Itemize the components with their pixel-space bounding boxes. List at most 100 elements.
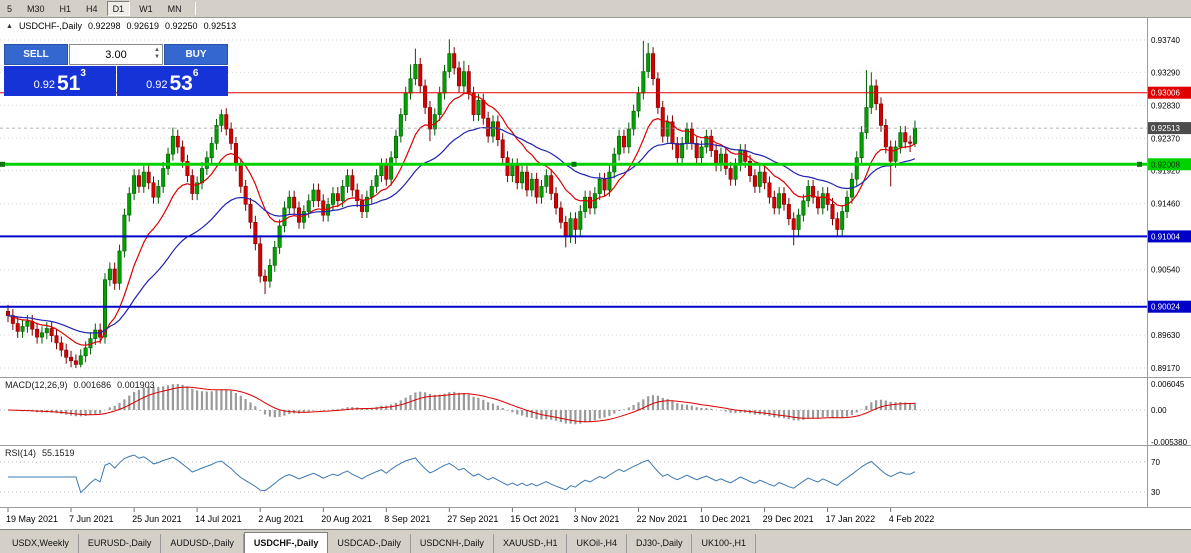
chart-high-value: 0.92619	[126, 21, 160, 31]
chart-tab-audusd-daily[interactable]: AUDUSD-,Daily	[161, 534, 244, 553]
candle-body	[316, 189, 321, 202]
candle-body	[248, 204, 253, 223]
macd-indicator-label: MACD(12,26,9) 0.001686 0.001903	[5, 380, 155, 390]
chart-tab-usdcad-daily[interactable]: USDCAD-,Daily	[328, 534, 411, 553]
date-label: 25 Jun 2021	[132, 514, 182, 524]
candle-body	[224, 114, 229, 130]
date-label: 4 Feb 2022	[889, 514, 935, 524]
candle-body	[767, 182, 772, 198]
candle-body	[195, 182, 200, 194]
trade-prices-row: 0.92 51 3 0.92 53 6	[4, 66, 228, 96]
ask-price-display[interactable]: 0.92 53 6	[116, 66, 228, 96]
volume-input[interactable]: 3.00 ▲ ▼	[69, 44, 163, 65]
candle-body	[903, 132, 908, 143]
rsi-line	[8, 454, 916, 494]
sell-button[interactable]: SELL	[4, 44, 68, 65]
candle-body	[93, 329, 98, 339]
candle-body	[393, 135, 398, 158]
candle-body	[267, 265, 272, 282]
candle-body	[59, 342, 64, 351]
candle-body	[384, 164, 389, 180]
candle-body	[292, 196, 297, 209]
candle-body	[340, 186, 345, 202]
candle-body	[675, 143, 680, 159]
spinner-up-icon[interactable]: ▲	[154, 47, 160, 53]
date-label: 2 Aug 2021	[258, 514, 304, 524]
candle-body	[103, 279, 108, 338]
current-price-badge-label: 0.92513	[1151, 124, 1180, 133]
candle-body	[651, 53, 656, 79]
chart-tab-usdx-weekly[interactable]: USDX,Weekly	[3, 534, 79, 553]
price-scale-label: 0.93740	[1151, 36, 1180, 45]
timeframe-button-5[interactable]: 5	[1, 1, 18, 16]
candle-body	[423, 85, 428, 108]
candle-body	[146, 171, 151, 184]
macd-scale-label: 0.006045	[1151, 380, 1185, 389]
volume-value: 3.00	[105, 48, 127, 61]
ask-price-major: 0.92	[146, 79, 168, 91]
price-level-badge	[1148, 86, 1191, 99]
chart-tab-ukoil-h4[interactable]: UKOil-,H4	[567, 534, 627, 553]
date-label: 27 Sep 2021	[447, 514, 498, 524]
candle-body	[175, 135, 180, 148]
price-level-badge	[1148, 158, 1191, 171]
candle-body	[869, 85, 874, 108]
volume-spinner[interactable]: ▲ ▼	[154, 47, 160, 61]
bid-price-major: 0.92	[33, 79, 55, 91]
candle-body	[520, 171, 525, 184]
chart-tab-usdcnh-daily[interactable]: USDCNH-,Daily	[411, 534, 494, 553]
candle-body	[112, 268, 117, 284]
macd-scale-label: 0.00	[1151, 406, 1167, 415]
rsi-indicator-label: RSI(14) 55.1519	[5, 448, 75, 458]
candle-body	[854, 157, 859, 180]
level-line-handle[interactable]	[1137, 161, 1142, 167]
candle-body	[524, 171, 529, 191]
chart-area: 0.93740 0.93290 0.92830 0.92370 0.91920 0.914…	[0, 18, 1191, 529]
candle-body	[132, 175, 137, 194]
candle-body	[6, 310, 11, 316]
chart-tab-uk100-h1[interactable]: UK100-,H1	[692, 534, 757, 553]
chart-tab-dj30-daily[interactable]: DJ30-,Daily	[627, 534, 693, 553]
candle-body	[151, 182, 156, 198]
candle-body	[306, 200, 311, 212]
date-label: 17 Jan 2022	[826, 514, 876, 524]
candle-body	[39, 332, 44, 338]
chart-tab-eurusd-daily[interactable]: EURUSD-,Daily	[79, 534, 162, 553]
price-scale-label: 0.93290	[1151, 68, 1180, 77]
candle-body	[432, 114, 437, 130]
candle-body	[413, 64, 418, 80]
chart-tab-usdchf-daily[interactable]: USDCHF-,Daily	[243, 532, 329, 553]
candle-body	[704, 135, 709, 148]
candle-body	[122, 214, 127, 252]
price-level-badge-label: 0.90024	[1151, 303, 1180, 312]
level-line-handle[interactable]	[571, 161, 577, 167]
bid-price-pips: 51	[57, 72, 81, 95]
candle-body	[398, 114, 403, 137]
candle-body	[636, 92, 641, 112]
spinner-down-icon[interactable]: ▼	[154, 54, 160, 60]
timeframe-button-h4[interactable]: H4	[80, 1, 104, 16]
candle-body	[709, 135, 714, 151]
timeframe-button-d1[interactable]: D1	[106, 1, 131, 16]
candle-body	[73, 360, 78, 365]
timeframe-button-w1[interactable]: W1	[133, 1, 159, 16]
candle-body	[781, 193, 786, 205]
date-label: 20 Aug 2021	[321, 514, 372, 524]
ask-price-pips: 53	[169, 72, 193, 95]
timeframe-button-mn[interactable]: MN	[162, 1, 188, 16]
timeframe-button-m30[interactable]: M30	[21, 1, 51, 16]
timeframe-button-h1[interactable]: H1	[54, 1, 78, 16]
collapse-triangle-icon[interactable]: ▲	[6, 22, 13, 30]
buy-button[interactable]: BUY	[164, 44, 228, 65]
chart-canvas[interactable]: 0.937400.932900.928300.923700.919200.914…	[0, 18, 1191, 529]
candle-body	[161, 168, 166, 187]
candle-body	[665, 121, 670, 137]
candle-body	[859, 132, 864, 158]
bid-price-display[interactable]: 0.92 51 3	[4, 66, 116, 96]
level-line-handle[interactable]	[0, 161, 5, 167]
date-label: 8 Sep 2021	[384, 514, 430, 524]
macd-signal-line	[7, 386, 915, 423]
candle-body	[631, 110, 636, 130]
chart-tab-xauusd-h1[interactable]: XAUUSD-,H1	[494, 534, 568, 553]
candle-body	[680, 143, 685, 159]
